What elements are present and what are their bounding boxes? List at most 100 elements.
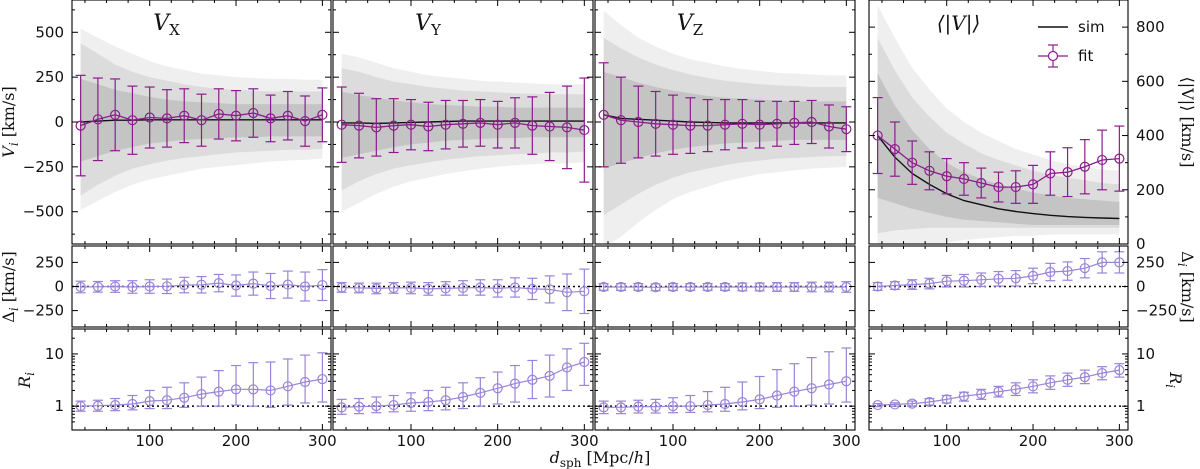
x-tick-label-100: 100 (932, 432, 961, 450)
delta-point (509, 282, 521, 293)
fit-point (509, 117, 521, 128)
fit-point (1027, 179, 1039, 190)
x-tick-label-200: 200 (483, 432, 512, 450)
top-right-axis-label-part: ⟨|V|⟩ (1178, 77, 1197, 112)
delta-point (110, 281, 121, 292)
panel-2-ratio-frame (332, 328, 594, 431)
ratio-point (353, 401, 365, 412)
fit-point (615, 115, 627, 126)
fit-point (958, 173, 970, 185)
top-left-tick-label: −500 (23, 203, 64, 221)
ratio-left-tick-label: 1 (54, 397, 64, 415)
fit-point (823, 121, 835, 132)
ratio-point (440, 395, 451, 406)
ratio-left-axis-label: Ri (15, 372, 37, 389)
panel-2-top-plot (336, 53, 590, 212)
fit-point (789, 117, 800, 128)
delta-point (353, 282, 365, 294)
delta-point (924, 278, 935, 289)
ratio-point (492, 383, 503, 394)
fit-point (388, 120, 399, 131)
ratio-point (92, 400, 104, 411)
fit-point (492, 119, 503, 130)
fit-point (300, 116, 311, 127)
ratio-point (405, 397, 417, 409)
legend-fit-label: fit (1078, 47, 1093, 65)
top-left-axis-label: Vi [km/s] (0, 86, 21, 157)
ratio-point (1045, 377, 1056, 388)
delta-point (806, 281, 817, 293)
ratio-point (144, 396, 155, 407)
ratio-point (213, 386, 224, 397)
x-tick-label-300: 300 (1105, 432, 1134, 450)
ratio-point (958, 391, 970, 402)
fit-point (1114, 153, 1125, 164)
fit-point (457, 118, 469, 129)
fit-point (924, 165, 935, 176)
fit-point (1079, 161, 1090, 172)
top-left-tick-label: −250 (23, 158, 64, 176)
panel-title-sub: Z (693, 21, 703, 39)
fit-point (405, 119, 417, 130)
delta-point (889, 280, 901, 291)
ratio-left-axis-label-part: i (23, 372, 37, 376)
ratio-point (789, 386, 800, 397)
delta-right-tick-label: 250 (1136, 253, 1165, 271)
delta-point (179, 279, 190, 291)
panel-3-top-plot (598, 10, 852, 244)
fit-point (650, 118, 661, 129)
fit-point (1045, 168, 1056, 179)
ratio-point (754, 394, 765, 405)
panel-3-delta-plot (595, 281, 855, 293)
ratio-point (509, 378, 521, 389)
delta-right-axis-label-part: Δ (1178, 251, 1197, 263)
top-right-tick-label: 0 (1136, 235, 1146, 253)
fit-point (754, 119, 765, 130)
delta-right-axis-label-part: [km/s] (1178, 267, 1197, 323)
delta-point (771, 281, 783, 293)
fit-point (213, 108, 224, 120)
top-left-axis-label-part: V (0, 145, 18, 158)
top-left-tick-label: 0 (54, 113, 64, 131)
ratio-point (248, 384, 259, 395)
delta-point (440, 283, 451, 294)
ratio-point (423, 396, 434, 408)
ratio-point (110, 399, 121, 411)
ratio-point (633, 401, 644, 412)
fit-point (544, 121, 555, 132)
fit-point (161, 113, 173, 124)
delta-point (907, 279, 918, 290)
delta-point (754, 281, 765, 293)
fit-point (423, 121, 434, 132)
ratio-point (889, 399, 901, 410)
ratio-left-axis-label-part: R (15, 376, 34, 389)
fit-point (265, 113, 276, 124)
fit-point (719, 119, 731, 130)
fit-point (282, 110, 293, 121)
panel-2-ratio-plot (333, 342, 593, 415)
legend-sim-label: sim (1078, 18, 1105, 36)
fit-point (110, 109, 121, 120)
fit-point (737, 118, 748, 129)
ratio-point (771, 390, 783, 401)
ratio-point (1114, 365, 1125, 376)
x-tick-label-100: 100 (659, 432, 688, 450)
ratio-point (127, 398, 138, 410)
fit-point (179, 110, 190, 121)
delta-point (144, 281, 155, 292)
top-right-tick-label: 600 (1136, 72, 1165, 90)
ratio-point (941, 394, 952, 405)
delta-point (161, 281, 173, 292)
delta-point (92, 281, 104, 292)
delta-point (976, 274, 987, 285)
ratio-point (336, 402, 347, 413)
fit-point (941, 171, 952, 182)
panel-4-band-inner (877, 73, 1120, 225)
ratio-point (1096, 367, 1108, 379)
delta-point (317, 279, 328, 291)
ratio-point (282, 381, 293, 392)
top-right-tick-label: 400 (1136, 127, 1165, 145)
top-left-axis-label-part: i (7, 142, 21, 146)
ratio-point (579, 356, 590, 368)
